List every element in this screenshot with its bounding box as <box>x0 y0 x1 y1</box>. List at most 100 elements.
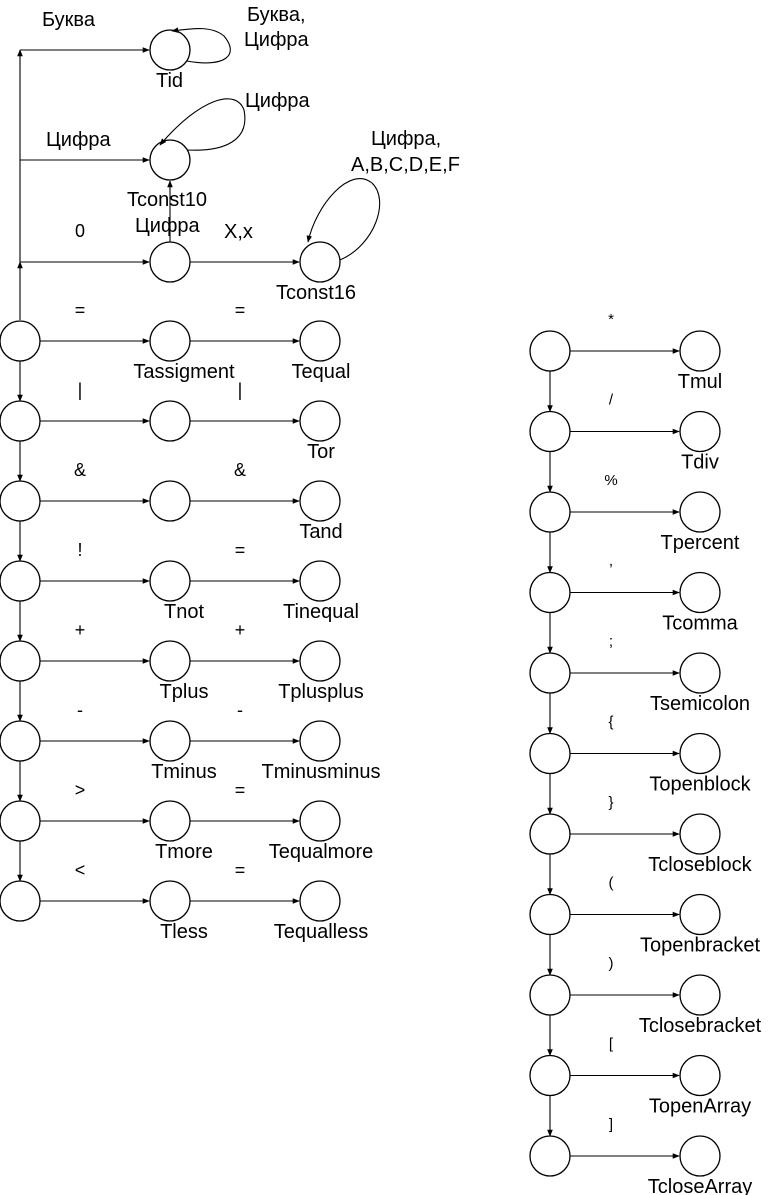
edge-symbol-b-2: & <box>234 460 246 480</box>
edge-symbol-b-0: = <box>235 300 246 320</box>
loop-label-tid-1: Буква, <box>247 4 306 26</box>
edge-symbol-a-2: & <box>74 460 86 480</box>
state-tconst10 <box>149 139 191 181</box>
state-right-start-10 <box>529 1135 571 1177</box>
edge-symbol-b-7: = <box>235 860 246 880</box>
state-name-mid-6: Tmore <box>155 841 213 863</box>
state-mid-2 <box>149 480 191 522</box>
state-right-start-4 <box>529 652 571 694</box>
state-name-right-6: Tcloseblock <box>648 854 752 876</box>
state-name-tid: Tid <box>156 70 183 92</box>
edge-symbol-b-6: = <box>235 780 246 800</box>
state-right-start-5 <box>529 732 571 775</box>
edge-symbol-right-4: ; <box>609 633 613 650</box>
state-right-start-8 <box>529 974 571 1016</box>
state-start-2 <box>0 480 41 522</box>
state-start-7 <box>0 880 41 922</box>
state-right-end-7 <box>679 893 721 936</box>
state-name-right-2: Tpercent <box>661 532 740 554</box>
state-tid <box>149 29 191 71</box>
state-end-1 <box>299 400 341 442</box>
state-start-5 <box>0 720 41 762</box>
edge-symbol-b-5: - <box>237 700 243 720</box>
state-name-mid-3: Tnot <box>164 601 204 623</box>
state-mid-3 <box>149 560 191 602</box>
state-mid-7 <box>149 880 191 922</box>
edge-label-zero: 0 <box>75 221 85 241</box>
edge-symbol-a-7: < <box>75 860 86 880</box>
state-name-end-4: Tplusplus <box>278 681 364 703</box>
loop-tconst10 <box>159 98 246 151</box>
loop-label-tconst10: Цифра <box>245 90 311 112</box>
state-start-0 <box>0 320 41 362</box>
loop-tid <box>171 27 231 64</box>
edge-symbol-right-3: , <box>609 553 613 570</box>
edge-symbol-right-2: % <box>604 472 617 489</box>
state-name-right-9: TopenArray <box>649 1096 751 1118</box>
state-name-right-1: Tdiv <box>681 452 719 474</box>
state-end-3 <box>299 560 341 602</box>
edge-symbol-a-6: > <box>75 780 86 800</box>
state-name-mid-7: Tless <box>160 921 208 943</box>
state-right-start-1 <box>529 410 571 453</box>
state-name-tconst16: Tconst16 <box>276 282 356 304</box>
state-name-right-0: Tmul <box>678 371 722 393</box>
state-mid-0 <box>149 320 191 362</box>
edge-symbol-right-8: ) <box>609 955 614 972</box>
state-start-3 <box>0 560 41 602</box>
state-name-mid-0: Tassigment <box>133 361 235 383</box>
state-right-end-9 <box>679 1054 721 1097</box>
state-right-start-0 <box>529 330 571 372</box>
state-end-4 <box>299 640 341 682</box>
state-start-4 <box>0 640 41 682</box>
state-name-right-8: Tclosebracket <box>639 1015 762 1037</box>
state-name-right-10: TcloseArray <box>648 1176 752 1195</box>
edge-symbol-right-6: } <box>608 794 613 811</box>
state-start-1 <box>0 400 41 442</box>
state-name-mid-5: Tminus <box>151 761 217 783</box>
state-right-start-3 <box>529 571 571 614</box>
state-mid-4 <box>149 640 191 682</box>
state-end-6 <box>299 800 341 842</box>
edge-symbol-a-4: + <box>75 620 86 640</box>
edge-label-bukva: Буква <box>42 9 96 31</box>
state-name-right-4: Tsemicolon <box>650 693 750 715</box>
state-name-end-5: Tminusminus <box>262 761 381 783</box>
state-right-start-9 <box>529 1054 571 1097</box>
state-right-start-6 <box>529 813 571 855</box>
edge-symbol-right-1: / <box>609 392 614 409</box>
state-mid-5 <box>149 720 191 762</box>
edge-symbol-right-7: ( <box>609 875 614 892</box>
right-rows: * Tmul / Tdiv% Tpercent, Tcomma; Tsemicolon { To… <box>529 311 762 1195</box>
state-name-right-3: Tcomma <box>662 613 738 635</box>
left-rows: = = Tassigment Tequal | | Tor & & Tand! = Tnot Tineq… <box>0 300 380 943</box>
state-name-end-0: Tequal <box>292 361 351 383</box>
edge-symbol-right-5: { <box>608 714 613 731</box>
edge-symbol-right-10: ] <box>609 1116 613 1133</box>
state-start-6 <box>0 800 41 842</box>
state-right-start-2 <box>529 491 571 533</box>
loop-label-tconst16-1: Цифра, <box>371 128 441 150</box>
state-name-end-6: Tequalmore <box>269 841 374 863</box>
state-name-end-2: Tand <box>299 521 342 543</box>
state-tconst16 <box>299 241 341 283</box>
edge-label-xx: X,x <box>224 221 253 243</box>
state-mid-1 <box>149 400 191 442</box>
edge-label-cifra: Цифра <box>46 129 112 151</box>
state-name-end-1: Tor <box>307 441 335 463</box>
state-mid-6 <box>149 800 191 842</box>
loop-label-tconst16-2: A,B,C,D,E,F <box>351 154 460 176</box>
state-right-end-0 <box>679 330 721 372</box>
edge-symbol-a-1: | <box>78 380 83 400</box>
loop-label-tid-2: Цифра <box>244 29 310 51</box>
state-right-end-6 <box>679 813 721 855</box>
state-end-2 <box>299 480 341 522</box>
state-end-7 <box>299 880 341 922</box>
edge-symbol-right-0: * <box>608 311 614 328</box>
state-name-right-5: Topenblock <box>649 774 751 796</box>
state-zero <box>149 241 191 283</box>
state-right-end-8 <box>679 974 721 1016</box>
edge-symbol-a-0: = <box>75 300 86 320</box>
edge-symbol-b-3: = <box>235 540 246 560</box>
